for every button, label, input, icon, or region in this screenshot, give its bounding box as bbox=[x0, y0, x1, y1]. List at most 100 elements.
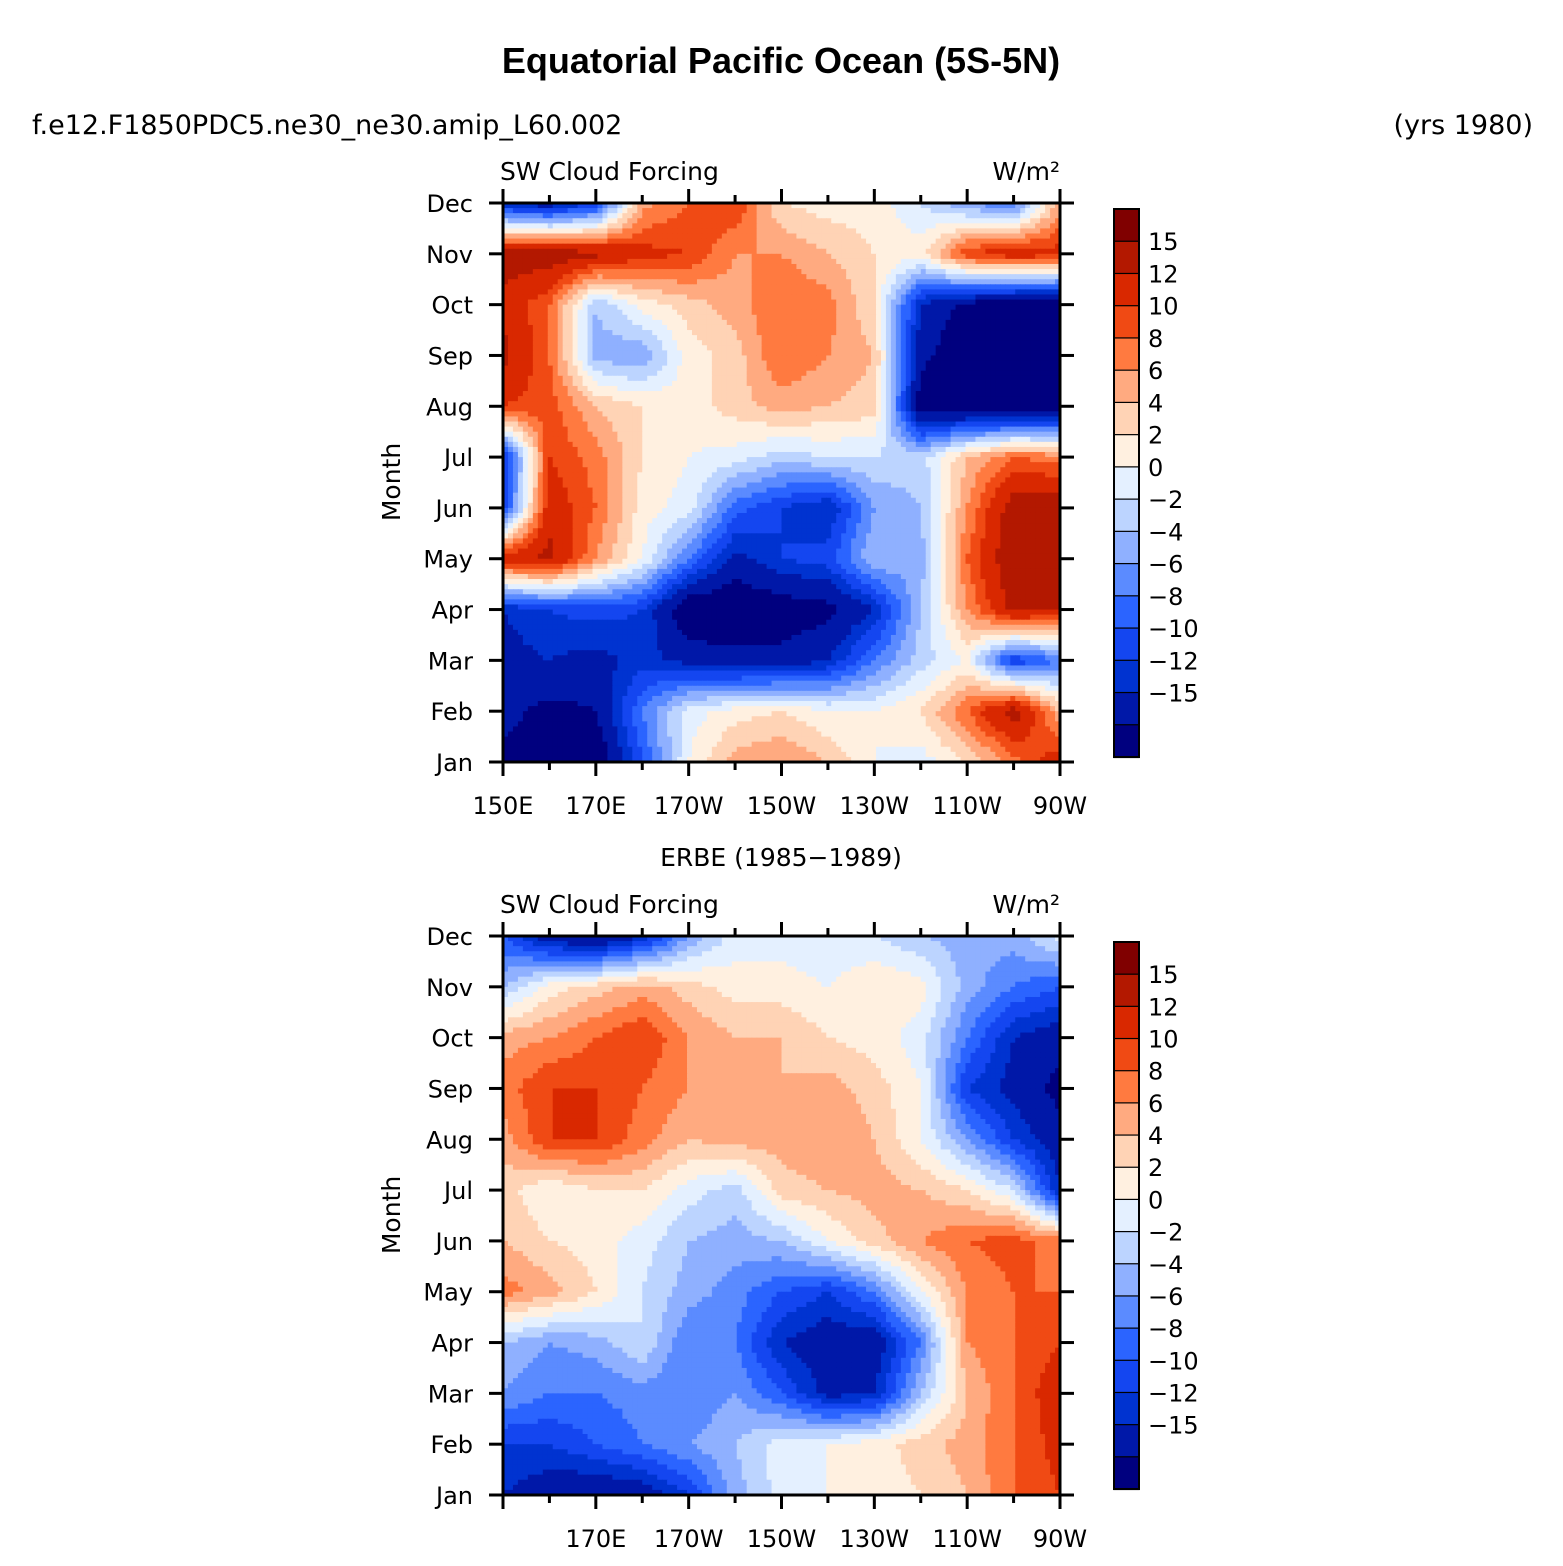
field-cell bbox=[567, 380, 574, 387]
field-cell bbox=[866, 416, 872, 423]
field-cell bbox=[985, 269, 991, 275]
field-cell bbox=[771, 396, 778, 402]
field-cell bbox=[736, 299, 743, 306]
field-cell bbox=[900, 335, 907, 341]
field-cell bbox=[612, 243, 618, 250]
field-cell bbox=[662, 401, 668, 407]
field-cell bbox=[1035, 218, 1041, 224]
field-cell bbox=[1035, 289, 1041, 296]
field-cell bbox=[866, 258, 872, 265]
field-cell bbox=[562, 238, 569, 245]
field-cell bbox=[761, 269, 768, 275]
field-cell bbox=[990, 263, 996, 270]
field-cell bbox=[995, 284, 1001, 290]
field-cell bbox=[542, 324, 549, 331]
field-cell bbox=[920, 416, 927, 423]
figure-title: Equatorial Pacific Ocean (5S-5N) bbox=[502, 40, 1060, 81]
field-cell bbox=[826, 243, 832, 250]
field-cell bbox=[512, 243, 519, 250]
field-cell bbox=[935, 304, 942, 311]
field-cell bbox=[1035, 375, 1041, 382]
field-cell bbox=[905, 319, 912, 326]
field-cell bbox=[1030, 309, 1036, 316]
field-cell bbox=[856, 299, 862, 306]
field-cell bbox=[1035, 360, 1041, 367]
field-cell bbox=[1015, 335, 1021, 341]
field-cell bbox=[776, 335, 783, 341]
field-cell bbox=[801, 350, 807, 357]
field-cell bbox=[542, 203, 549, 209]
field-cell bbox=[652, 208, 658, 214]
field-cell bbox=[517, 309, 524, 316]
field-cell bbox=[1015, 345, 1021, 351]
field-cell bbox=[766, 380, 773, 387]
field-cell bbox=[910, 319, 917, 326]
field-cell bbox=[1035, 421, 1041, 428]
field-cell bbox=[980, 396, 986, 402]
field-cell bbox=[517, 340, 524, 346]
field-cell bbox=[761, 304, 768, 311]
field-cell bbox=[771, 340, 778, 346]
field-cell bbox=[975, 314, 982, 321]
field-cell bbox=[930, 340, 937, 346]
field-cell bbox=[682, 401, 688, 407]
field-cell bbox=[562, 213, 569, 219]
field-cell bbox=[811, 228, 817, 235]
field-cell bbox=[721, 304, 728, 311]
field-cell bbox=[542, 421, 549, 428]
field-cell bbox=[672, 213, 678, 219]
field-cell bbox=[811, 350, 817, 357]
field-cell bbox=[731, 421, 738, 428]
field-cell bbox=[895, 416, 902, 423]
field-cell bbox=[642, 218, 648, 224]
field-cell bbox=[622, 253, 628, 260]
field-cell bbox=[920, 304, 927, 311]
field-cell bbox=[746, 238, 753, 245]
field-cell bbox=[547, 360, 554, 367]
field-cell bbox=[905, 263, 912, 270]
field-cell bbox=[701, 401, 708, 407]
field-cell bbox=[622, 426, 628, 433]
field-cell bbox=[841, 345, 847, 351]
field-cell bbox=[1025, 279, 1031, 285]
field-cell bbox=[741, 213, 748, 219]
field-cell bbox=[900, 304, 907, 311]
field-cell bbox=[910, 340, 917, 346]
field-cell bbox=[587, 233, 594, 240]
field-cell bbox=[532, 309, 539, 316]
field-cell bbox=[716, 426, 723, 433]
field-cell bbox=[920, 396, 927, 402]
field-cell bbox=[652, 203, 658, 209]
field-cell bbox=[1015, 319, 1021, 326]
field-cell bbox=[905, 350, 912, 357]
field-cell bbox=[677, 345, 683, 351]
field-cell bbox=[751, 345, 758, 351]
field-cell bbox=[945, 223, 952, 230]
field-cell bbox=[940, 370, 947, 377]
field-cell bbox=[522, 426, 529, 433]
field-cell bbox=[622, 304, 628, 311]
field-cell bbox=[841, 269, 847, 275]
field-cell bbox=[662, 208, 668, 214]
field-cell bbox=[766, 243, 773, 250]
field-cell bbox=[791, 284, 798, 290]
field-cell bbox=[751, 319, 758, 326]
field-cell bbox=[975, 335, 982, 341]
field-cell bbox=[935, 385, 942, 392]
field-cell bbox=[915, 335, 922, 341]
field-cell bbox=[677, 360, 683, 367]
field-cell bbox=[965, 421, 972, 428]
field-cell bbox=[627, 426, 633, 433]
field-cell bbox=[875, 355, 882, 362]
field-cell bbox=[592, 284, 599, 290]
field-cell bbox=[1040, 319, 1046, 326]
field-cell bbox=[990, 370, 996, 377]
field-cell bbox=[602, 421, 609, 428]
field-cell bbox=[960, 314, 967, 321]
field-cell bbox=[587, 375, 594, 382]
field-cell bbox=[677, 248, 683, 255]
field-cell bbox=[1050, 365, 1056, 372]
field-cell bbox=[851, 203, 857, 209]
field-cell bbox=[587, 218, 594, 224]
field-cell bbox=[527, 365, 534, 372]
